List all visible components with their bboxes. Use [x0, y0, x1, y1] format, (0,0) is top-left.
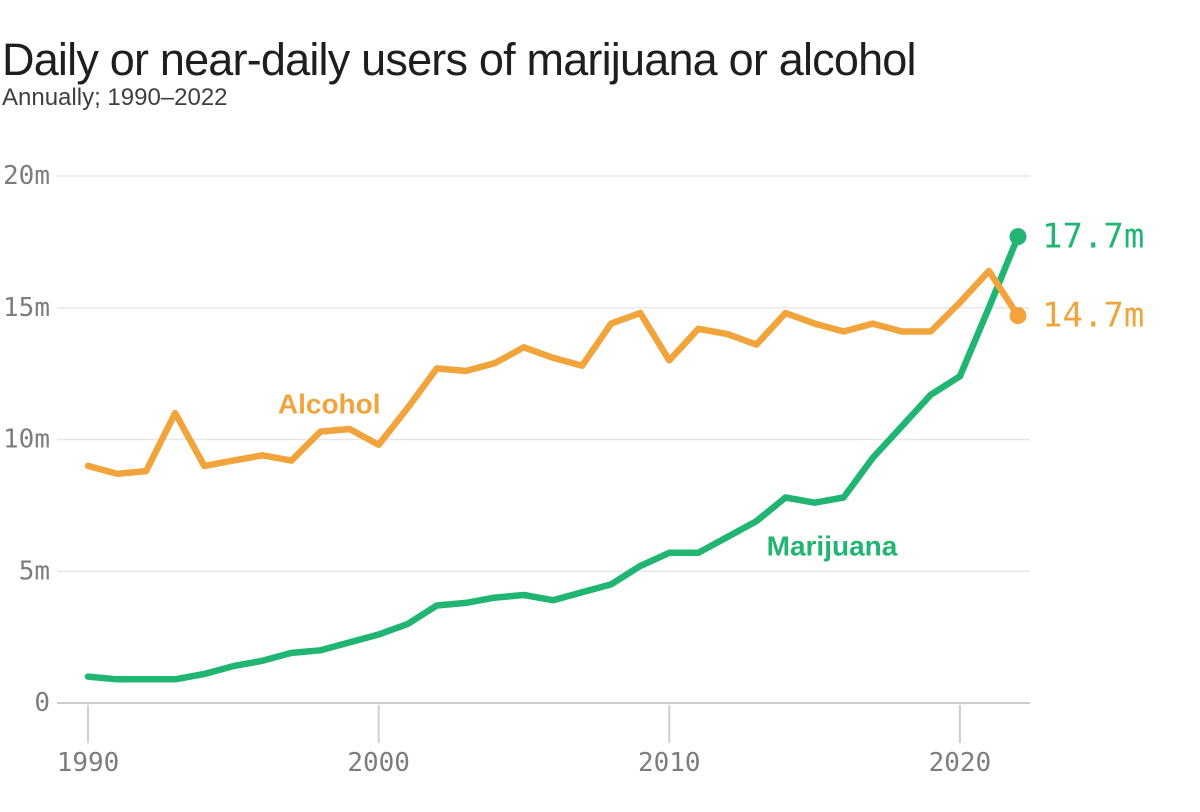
series-line-marijuana	[84, 233, 1022, 683]
end-value-label-alcohol: 14.7m	[1042, 296, 1144, 336]
series-label-alcohol: Alcohol	[278, 388, 381, 419]
y-axis-tick-label: 0	[34, 688, 50, 718]
y-axis-tick-label: 10m	[3, 425, 50, 455]
y-axis-tick-label: 20m	[3, 161, 50, 191]
x-axis-tick-label: 1990	[57, 748, 120, 778]
series-line-alcohol	[84, 267, 1022, 478]
chart-title: Daily or near-daily users of marijuana o…	[2, 34, 917, 86]
end-value-label-marijuana: 17.7m	[1042, 217, 1144, 257]
y-axis-tick-label: 5m	[19, 556, 50, 586]
end-dot-alcohol	[1009, 307, 1027, 325]
x-axis-tick-label: 2020	[929, 748, 992, 778]
end-dot-marijuana	[1009, 228, 1027, 246]
x-axis-tick-label: 2010	[638, 748, 701, 778]
x-axis-tick-label: 2000	[347, 748, 410, 778]
series-label-marijuana: Marijuana	[767, 531, 898, 562]
y-axis-tick-label: 15m	[3, 293, 50, 323]
chart-subtitle: Annually; 1990–2022	[2, 84, 228, 111]
